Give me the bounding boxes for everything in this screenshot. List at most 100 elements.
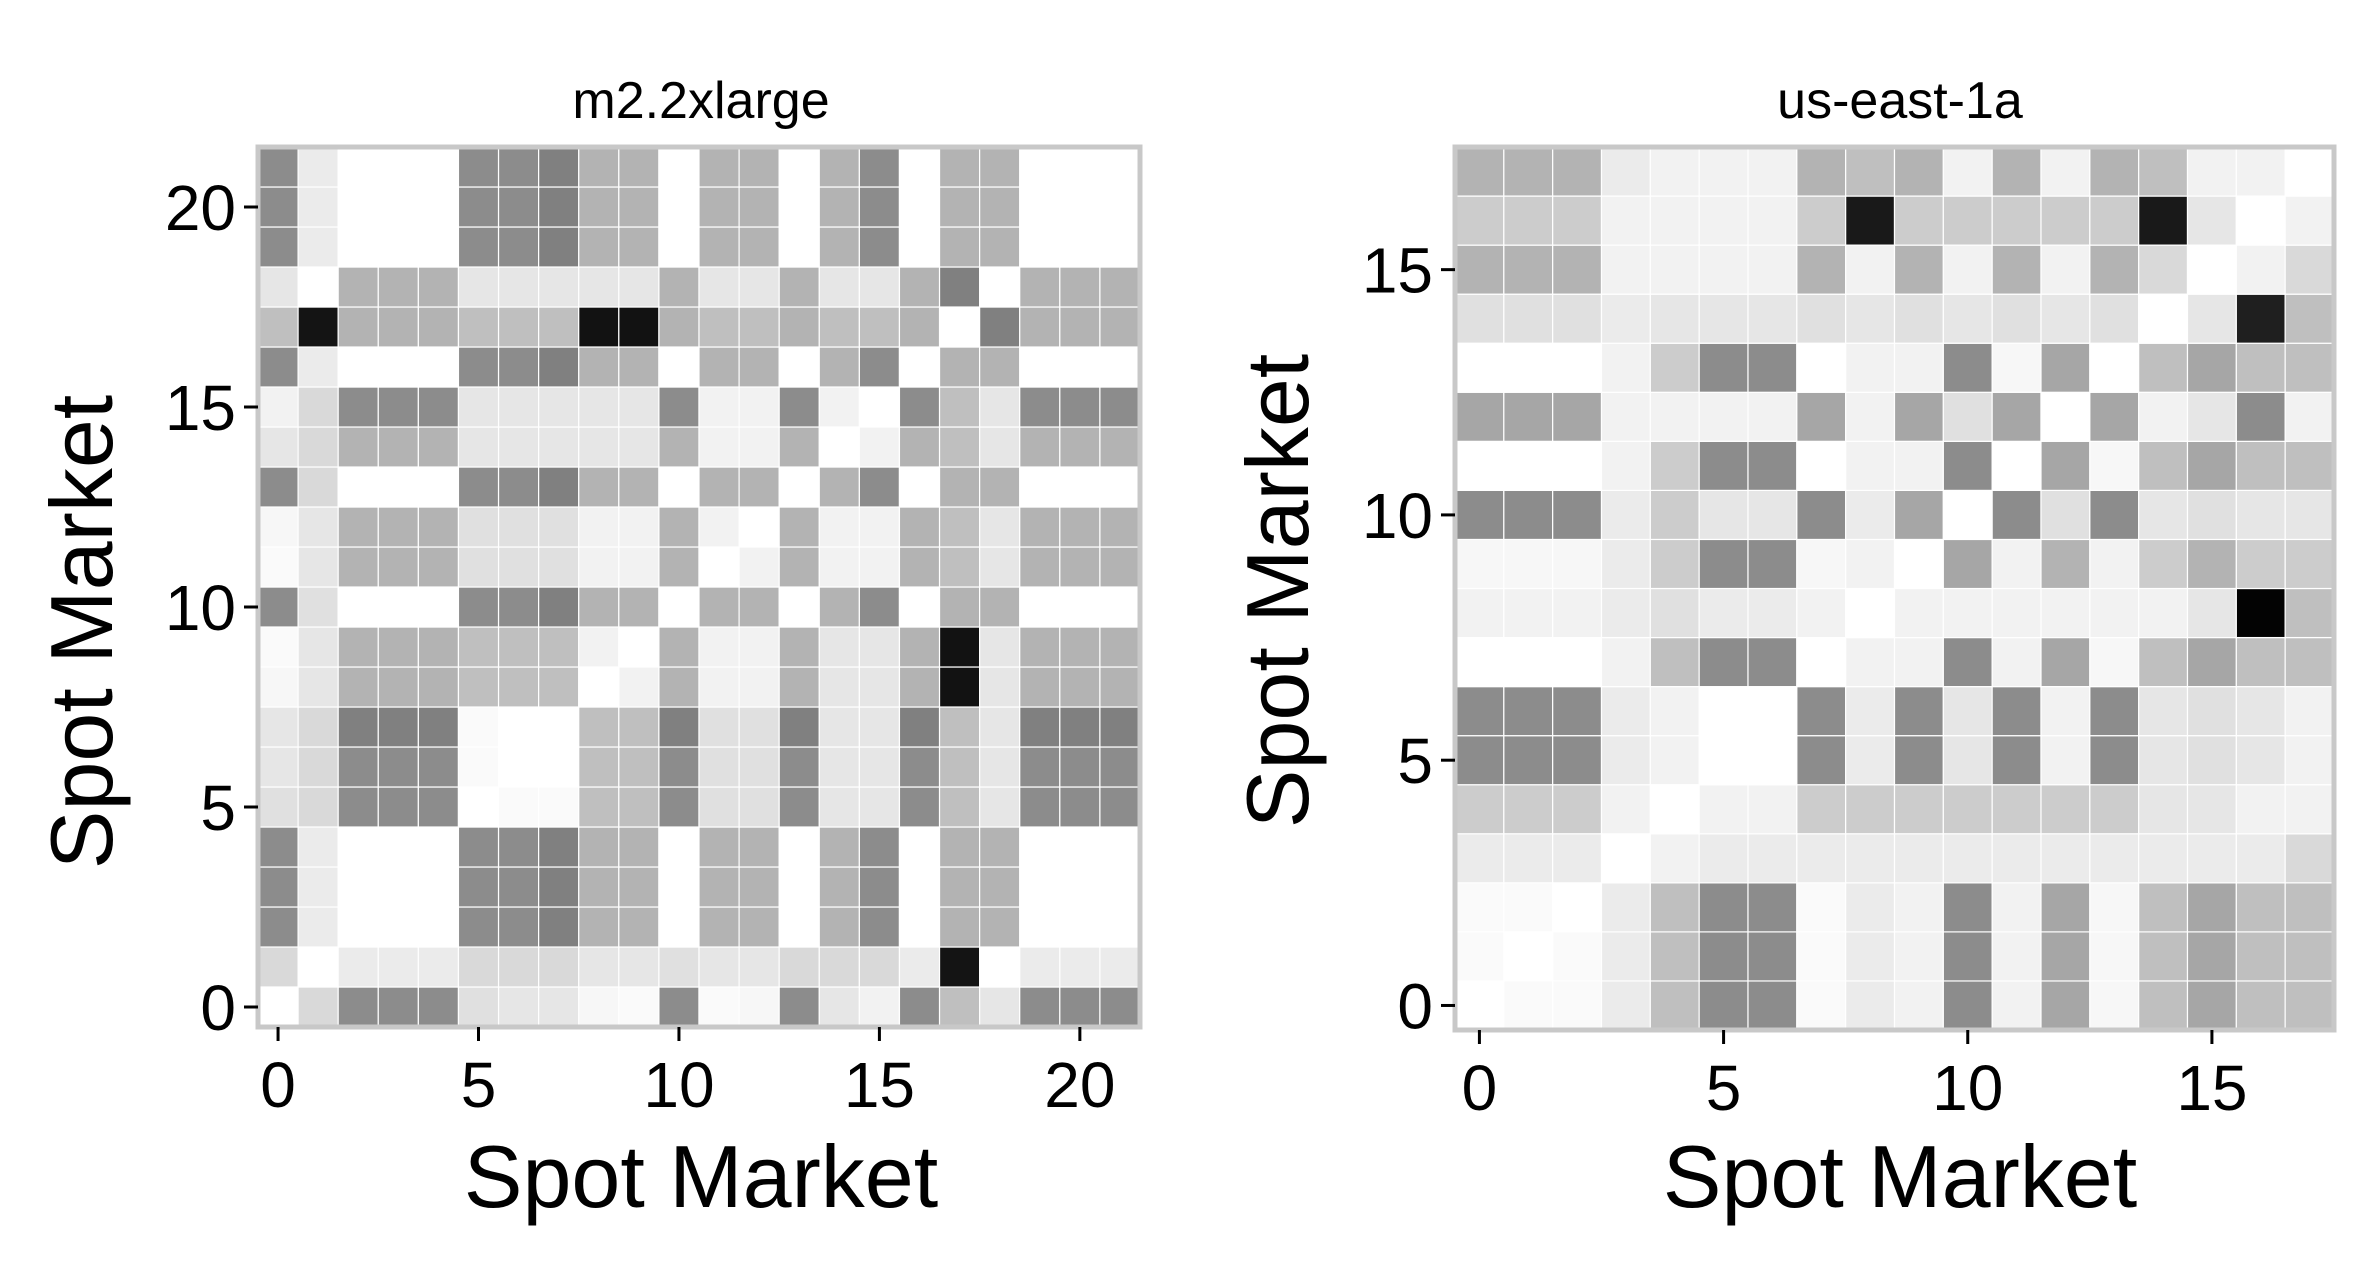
heatmap-cell-6-17: [2284, 686, 2335, 737]
panel-title-right: us-east-1a: [1777, 72, 2023, 130]
heatmap-cell-2-6: [497, 906, 540, 948]
heatmap-cell-1-0: [1454, 931, 1505, 982]
heatmap-cell-3-5: [457, 866, 500, 908]
heatmap-cell-5-0: [257, 786, 299, 828]
heatmap-cell-12-21: [1099, 506, 1141, 548]
heatmap-cell-12-2: [1552, 391, 1603, 442]
heatmap-cell-13-15: [858, 466, 901, 508]
heatmap-cell-16-19: [1019, 346, 1061, 388]
heatmap-cell-14-4: [417, 426, 460, 468]
heatmap-cell-21-14: [818, 146, 860, 188]
heatmap-cell-12-15: [858, 506, 901, 548]
heatmap-cell-0-13: [2089, 980, 2140, 1031]
heatmap-cell-11-1: [1503, 440, 1554, 491]
heatmap-cell-13-18: [979, 466, 1021, 508]
heatmap-cell-3-2: [1552, 833, 1603, 884]
heatmap-cell-21-20: [1059, 146, 1101, 188]
heatmap-cell-7-19: [1019, 706, 1061, 748]
heatmap-cell-9-1: [297, 626, 339, 668]
heatmap-cell-10-6: [1747, 489, 1798, 541]
heatmap-cell-16-4: [1649, 195, 1700, 246]
heatmap-cell-18-8: [578, 266, 620, 308]
heatmap-cell-7-21: [1099, 706, 1141, 748]
heatmap-cell-14-17: [2284, 293, 2335, 344]
heatmap-cell-10-4: [1649, 489, 1700, 541]
heatmap-cell-17-11: [1991, 146, 2042, 197]
heatmap-cell-14-8: [1845, 293, 1896, 344]
heatmap-cell-12-13: [778, 506, 820, 548]
x-axis-left: 0 5 10 15 20: [260, 1027, 1115, 1121]
heatmap-cell-11-2: [337, 546, 379, 588]
heatmap-cell-15-11: [1991, 244, 2042, 295]
heatmap-cell-19-14: [818, 226, 860, 268]
heatmap-cell-0-16: [898, 986, 941, 1028]
heatmap-cell-0-19: [1019, 986, 1061, 1028]
heatmap-cell-6-16: [898, 746, 941, 788]
heatmap-cell-14-20: [1059, 426, 1101, 468]
heatmap-cell-20-8: [578, 186, 620, 228]
heatmap-cell-6-7: [1796, 686, 1847, 737]
heatmap-cell-16-14: [2138, 195, 2189, 246]
heatmap-cell-16-7: [538, 346, 580, 388]
heatmap-cell-4-17: [2284, 784, 2335, 835]
heatmap-cell-5-8: [578, 786, 620, 828]
heatmap-cell-4-19: [1019, 826, 1061, 868]
heatmap-cell-20-16: [898, 186, 941, 228]
heatmap-cell-13-16: [2235, 342, 2286, 393]
heatmap-cell-11-6: [1747, 440, 1798, 491]
heatmap-cell-0-10: [1942, 980, 1993, 1031]
heatmap-cell-16-3: [377, 346, 419, 388]
heatmap-cell-10-14: [2138, 489, 2189, 541]
heatmap-cell-8-16: [898, 666, 941, 708]
heatmap-cell-5-10: [1942, 735, 1993, 786]
heatmap-cell-20-11: [698, 186, 740, 228]
heatmap-cell-3-20: [1059, 866, 1101, 908]
heatmap-cell-20-9: [618, 186, 660, 228]
heatmap-cell-3-14: [2138, 833, 2189, 884]
heatmap-cell-3-13: [2089, 833, 2140, 884]
heatmap-cell-13-8: [578, 466, 620, 508]
heatmap-cell-11-12: [2040, 440, 2091, 491]
heatmap-cell-3-15: [858, 866, 901, 908]
heatmap-cell-6-5: [1698, 686, 1749, 737]
x-tick-label-10: 10: [643, 1049, 714, 1121]
heatmap-cell-17-10: [658, 306, 700, 348]
heatmap-cell-20-4: [417, 186, 460, 228]
heatmap-cell-2-13: [2089, 882, 2140, 933]
heatmap-cell-20-17: [938, 186, 981, 228]
heatmap-cell-19-19: [1019, 226, 1061, 268]
heatmap-cell-3-6: [1747, 833, 1798, 884]
heatmap-cell-21-10: [658, 146, 700, 188]
heatmap-cell-2-3: [377, 906, 419, 948]
heatmap-cell-6-3: [1600, 686, 1651, 737]
heatmap-cell-9-20: [1059, 626, 1101, 668]
heatmap-cell-21-12: [738, 146, 780, 188]
heatmap-cell-8-16: [2235, 587, 2286, 639]
heatmap-cell-8-5: [457, 666, 500, 708]
heatmap-cell-14-3: [1600, 293, 1651, 344]
heatmap-cell-15-3: [1600, 244, 1651, 295]
heatmap-cell-2-6: [1747, 882, 1798, 933]
heatmap-cell-13-6: [497, 466, 540, 508]
heatmap-cell-6-5: [457, 746, 500, 788]
heatmap-cell-13-17: [938, 466, 981, 508]
heatmap-cell-4-6: [497, 826, 540, 868]
heatmap-cell-6-1: [297, 746, 339, 788]
heatmap-cell-8-20: [1059, 666, 1101, 708]
heatmap-cell-1-11: [1991, 931, 2042, 982]
heatmap-cell-17-13: [2089, 146, 2140, 197]
heatmap-cell-18-21: [1099, 266, 1141, 308]
heatmap-cell-11-20: [1059, 546, 1101, 588]
heatmap-cell-20-14: [818, 186, 860, 228]
heatmap-cell-17-6: [1747, 146, 1798, 197]
heatmap-cell-9-11: [1991, 538, 2042, 590]
heatmap-cell-14-9: [618, 426, 660, 468]
heatmap-cell-11-16: [898, 546, 941, 588]
heatmap-cell-21-18: [979, 146, 1021, 188]
heatmap-cell-1-6: [1747, 931, 1798, 982]
heatmap-cell-15-14: [2138, 244, 2189, 295]
heatmap-cell-6-2: [1552, 686, 1603, 737]
heatmap-cell-12-6: [497, 506, 540, 548]
heatmap-cell-9-15: [858, 626, 901, 668]
heatmap-cell-18-0: [257, 266, 299, 308]
